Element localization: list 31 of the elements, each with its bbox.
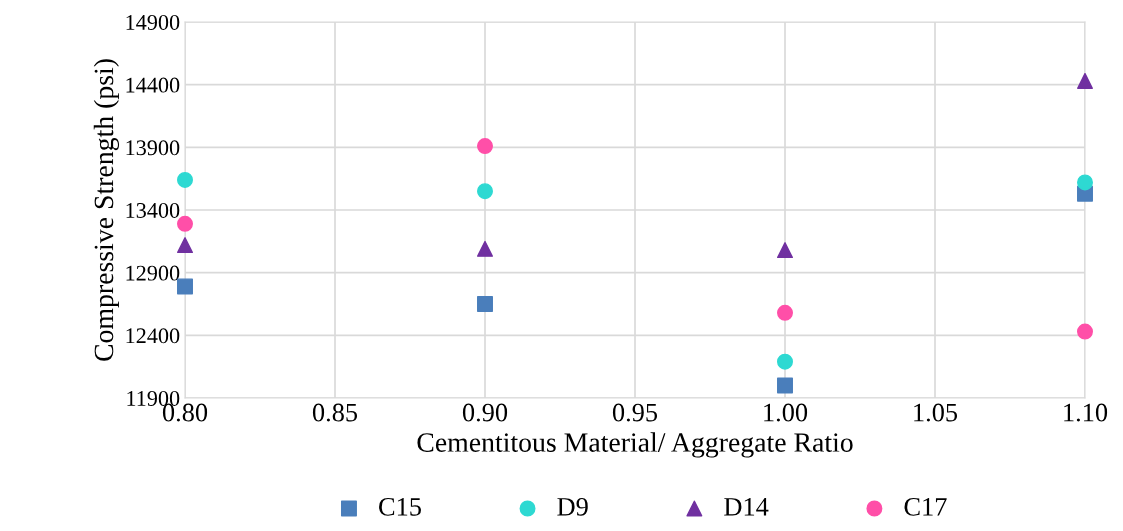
point <box>477 240 493 257</box>
point <box>1077 174 1093 191</box>
x-tick-label: 1.10 <box>1064 403 1108 422</box>
point <box>777 377 793 394</box>
point <box>477 138 493 155</box>
point <box>477 296 493 312</box>
point <box>177 237 193 254</box>
x-tick-label: 0.85 <box>312 403 358 422</box>
legend-label: D9 <box>557 497 588 516</box>
point <box>177 171 193 188</box>
x-tick-label: 0.95 <box>612 403 658 422</box>
y-tick-label: 12400 <box>126 328 180 344</box>
legend-label: C17 <box>904 497 947 516</box>
y-axis-title: Compressive Strength (psi) <box>93 59 120 361</box>
point <box>777 304 793 321</box>
legend-label: D14 <box>724 498 769 516</box>
y-tick-label: 14400 <box>126 77 180 93</box>
y-tick-label: 14900 <box>126 14 180 30</box>
point <box>1077 72 1093 89</box>
y-tick-label: 12900 <box>126 265 180 281</box>
x-tick-label: 0.90 <box>462 403 508 422</box>
x-axis-title: Cementitous Material/ Aggregate Ratio <box>417 432 853 458</box>
point <box>1077 323 1093 340</box>
point <box>477 183 493 200</box>
y-tick-label: 13900 <box>126 140 180 156</box>
x-tick-label: 1.05 <box>914 403 958 422</box>
point <box>777 353 793 370</box>
legend-label: C15 <box>379 497 421 516</box>
point <box>777 242 793 259</box>
y-tick-label: 13400 <box>126 202 180 218</box>
x-tick-label: 1.00 <box>764 403 808 422</box>
